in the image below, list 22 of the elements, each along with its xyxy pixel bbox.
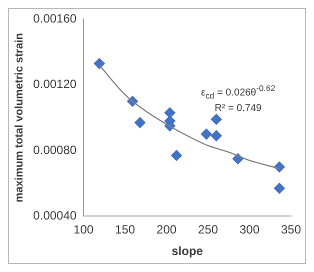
- y-tick-label: 0.00040: [33, 208, 77, 223]
- point: [210, 114, 222, 125]
- x-tick-label: 100: [74, 222, 94, 237]
- point: [210, 130, 222, 142]
- x-tick-label: 300: [240, 222, 260, 237]
- y-tick-label: 0.00120: [33, 77, 77, 92]
- x-tick-label: 250: [198, 222, 218, 237]
- annotation: R² = 0.749: [214, 102, 263, 116]
- x-axis-title: slope: [172, 244, 204, 258]
- y-tick-label: 0.00160: [33, 12, 77, 26]
- point: [274, 182, 285, 194]
- y-axis-title: maximum total volumetric strain: [14, 32, 26, 202]
- annotation: ε$_{cd}$ = 0.026θ$^{-0.62}$: [201, 82, 276, 102]
- x-tick-label: 200: [156, 222, 177, 237]
- point: [164, 107, 176, 118]
- x-tick-label: 150: [115, 222, 136, 237]
- point: [94, 58, 105, 70]
- point: [134, 117, 146, 128]
- point: [200, 128, 212, 140]
- x-tick-label: 350: [280, 222, 302, 237]
- y-tick-label: 0.00080: [33, 142, 77, 157]
- point: [171, 150, 182, 161]
